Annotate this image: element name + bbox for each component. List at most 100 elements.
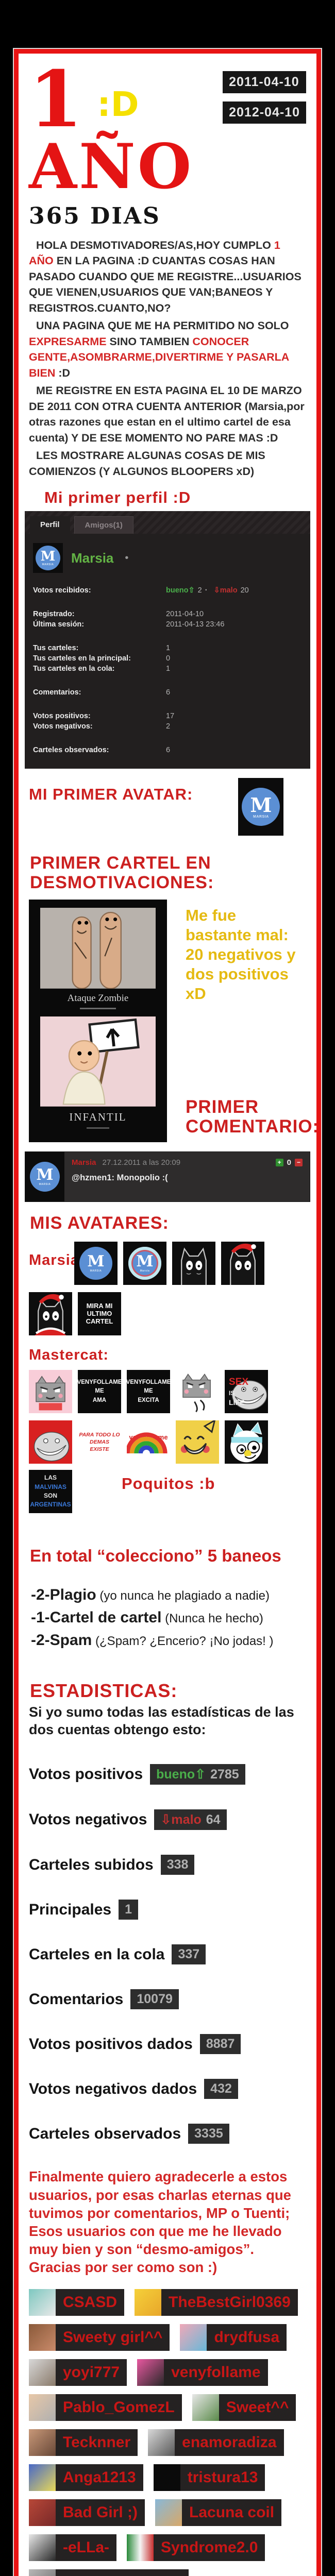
user-name: -eLLa- [63, 2538, 109, 2556]
user-badge[interactable]: tristura13 [153, 2464, 265, 2491]
marsia-avatars-row: Marsia: M MARSIA M Marsia [29, 1241, 306, 1285]
user-avatar [29, 2324, 56, 2351]
marsia-label: Marsia: [29, 1251, 85, 1268]
profile-screenshot: Perfil Amigos(1) M MARSIA Marsia • Votos … [25, 511, 310, 769]
user-avatar [29, 2499, 56, 2526]
bans-title: En total “colecciono” 5 baneos [30, 1546, 281, 1565]
poster-card: 1 :D 2011-04-10 2012-04-10 AÑO 365 DIAS … [13, 48, 322, 2576]
user-name: tristura13 [187, 2468, 258, 2486]
stat-row: Carteles subidos 338 [29, 1855, 306, 1875]
user-name: CSASD [63, 2293, 118, 2311]
rainbow-icon [127, 1432, 167, 1454]
user-name: Sweety girl^^ [63, 2328, 163, 2346]
stat-row: Votos positivos dados 8887 [29, 2034, 306, 2055]
intro-p3: ME REGISTRE EN ESTA PAGINA EL 10 DE MARZ… [29, 384, 305, 444]
user-avatar [127, 2534, 154, 2561]
user-avatar [29, 2429, 56, 2456]
user-badge[interactable]: Bad Girl ;) [29, 2499, 145, 2526]
poster-result-note: Me fue bastante mal: 20 negativos y dos … [186, 906, 296, 1003]
tab-perfil[interactable]: Perfil [30, 516, 70, 534]
stats-heading: ESTADISTICAS: [30, 1680, 178, 1701]
profile-tabs: Perfil Amigos(1) [25, 511, 310, 534]
few-avatars-note: Poquitos :b [122, 1474, 215, 1493]
profile-username[interactable]: Marsia [71, 550, 114, 566]
downvote-icon[interactable]: − [295, 1158, 303, 1166]
user-avatar [29, 2289, 56, 2316]
avatar-para-todo-tile: PARA TODO LO DEMAS EXISTE [78, 1420, 121, 1464]
user-badge[interactable]: venyfollame [137, 2359, 268, 2386]
comment-score: 0 [287, 1158, 291, 1167]
user-name: ConSentimiento [56, 2574, 189, 2576]
illegible-caption-line [80, 1008, 116, 1010]
nyan-cat-icon [176, 1369, 219, 1413]
tab-amigos[interactable]: Amigos(1) [74, 516, 133, 534]
user-avatar [135, 2289, 162, 2316]
comment-text: @hzmen1: Monopolio :( [72, 1173, 168, 1182]
days-count: 365 DIAS [29, 202, 161, 229]
user-avatar [137, 2359, 164, 2386]
intro-p2: UNA PAGINA QUE ME HA PERMITIDO NO SOLO E… [29, 319, 289, 379]
first-poster-heading: PRIMER CARTEL EN DESMOTIVACIONES: [30, 853, 214, 893]
stat-row: Votos negativos dados 432 [29, 2079, 306, 2099]
status-dot: • [125, 552, 129, 564]
date-range: 2011-04-10 2012-04-10 [223, 71, 306, 124]
malvinas-row: LAS MALVINAS SON ARGENTINAS Poquitos :b [29, 1469, 306, 1513]
user-avatar [148, 2429, 175, 2456]
posters-row: Tus carteles: 1 [33, 644, 171, 653]
user-badge[interactable]: -eLLa- [29, 2534, 116, 2561]
user-badge[interactable]: Sweety girl^^ [29, 2324, 170, 2351]
user-name: TheBestGirl0369 [169, 2293, 291, 2311]
thanks-paragraph: Finalmente quiero agradecerle a estos us… [29, 2168, 291, 2276]
user-name: Pablo_GomezL [63, 2398, 175, 2416]
user-badge[interactable]: Tecknner [29, 2429, 138, 2456]
user-avatar [29, 2534, 56, 2561]
avatar-m-blue: M MARSIA [74, 1241, 118, 1285]
user-badge[interactable]: Sweet^^ [192, 2394, 296, 2421]
intro-p1: HOLA DESMOTIVADORES/AS,HOY CUMPLO 1 AÑO … [29, 239, 301, 314]
stat-row: Principales 1 [29, 1900, 306, 1920]
user-badge[interactable]: enamoradiza [148, 2429, 284, 2456]
user-badge[interactable]: Anga1213 [29, 2464, 143, 2491]
illegible-caption-line [87, 1127, 109, 1129]
user-name: yoyi777 [63, 2363, 120, 2381]
avatar-red-troll-tile [29, 1420, 72, 1464]
avatar-mira-cartel-tile: MIRA MI ULTIMO CARTEL [78, 1292, 121, 1335]
neg-votes-row: Votos negativos: 2 [33, 722, 171, 731]
baby-photo [40, 1016, 156, 1107]
avatar-santa-suit-cat [29, 1292, 72, 1335]
user-badge[interactable]: CSASD [29, 2289, 125, 2316]
avatars-heading: MIS AVATARES: [30, 1213, 169, 1233]
user-avatar [192, 2394, 219, 2421]
comments-row: Comentarios: 6 [33, 688, 171, 697]
stat-row: Votos negativos ⇩malo 64 [29, 1809, 306, 1831]
comment-votes: + 0 − [275, 1158, 303, 1167]
stat-row: Carteles en la cola 337 [29, 1944, 306, 1965]
user-badge[interactable]: Syndrome2.0 [127, 2534, 265, 2561]
user-badge[interactable]: drydfusa [180, 2324, 287, 2351]
posters-main-row: Tus carteles en la principal: 0 [33, 654, 171, 663]
mastercat-label: Mastercat: [29, 1346, 109, 1363]
user-name: venyfollame [171, 2363, 261, 2381]
user-badge[interactable]: yoyi777 [29, 2359, 127, 2386]
first-poster-image: Ataque Zombie INFANTIL [29, 900, 167, 1142]
ban-item: -2-Plagio (yo nunca he plagiado a nadie) [31, 1586, 270, 1603]
user-name: Tecknner [63, 2433, 131, 2451]
user-badge[interactable]: ConSentimiento [29, 2569, 189, 2576]
avatar-santa-hat-cat [221, 1241, 264, 1285]
marsia-avatars-row-2: MIRA MI ULTIMO CARTEL [29, 1292, 306, 1335]
big-number-one: 1 [29, 54, 83, 145]
user-badge[interactable]: TheBestGirl0369 [135, 2289, 298, 2316]
user-name: enamoradiza [182, 2433, 277, 2451]
comment-username[interactable]: Marsia [72, 1158, 96, 1167]
pos-votes-row: Votos positivos: 17 [33, 712, 175, 721]
mastercat-avatars-row-2: PARA TODO LO DEMAS EXISTE venyfollame te… [29, 1420, 306, 1464]
observed-row: Carteles observados: 6 [33, 746, 171, 755]
avatar-malvinas-tile: LAS MALVINAS SON ARGENTINAS [29, 1469, 72, 1513]
bans-list: -2-Plagio (yo nunca he plagiado a nadie)… [31, 1581, 306, 1654]
user-badge[interactable]: Lacuna coil [155, 2499, 282, 2526]
user-badge[interactable]: Pablo_GomezL [29, 2394, 182, 2421]
stat-row: Comentarios 10079 [29, 1989, 306, 2010]
intro-paragraphs: HOLA DESMOTIVADORES/AS,HOY CUMPLO 1 AÑO … [29, 238, 306, 482]
upvote-icon[interactable]: + [275, 1158, 283, 1166]
